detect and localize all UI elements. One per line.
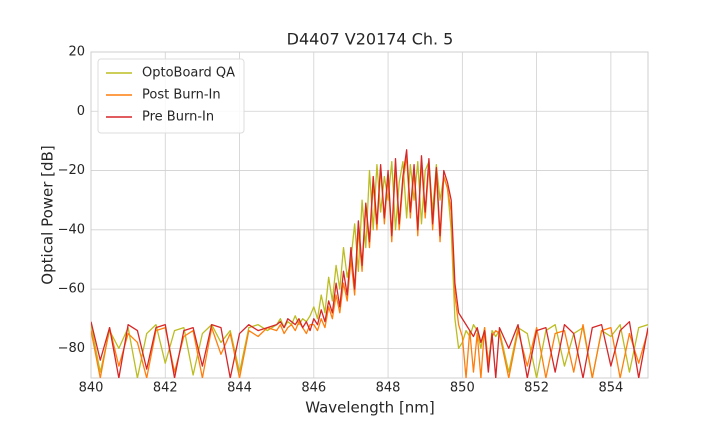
plot-area: [91, 149, 648, 378]
y-tick-label: −60: [58, 282, 85, 297]
y-tick-label: 0: [77, 104, 85, 119]
y-tick-label: 20: [68, 45, 85, 60]
x-axis-label: Wavelength [nm]: [305, 399, 435, 417]
series-line: [91, 149, 648, 378]
x-tick-label: 850: [450, 381, 475, 396]
x-tick-label: 842: [153, 381, 178, 396]
series-line: [91, 155, 648, 378]
legend-label: Post Burn-In: [142, 88, 221, 103]
y-tick-label: −80: [58, 341, 85, 356]
y-axis-label: Optical Power [dB]: [39, 145, 57, 284]
plot-frame: [90, 51, 649, 379]
legend-label: OptoBoard QA: [142, 66, 235, 81]
x-tick-label: 854: [598, 381, 623, 396]
x-tick-label: 846: [301, 381, 326, 396]
legend-box: [97, 58, 245, 134]
x-tick-label: 844: [227, 381, 252, 396]
chart-title: D4407 V20174 Ch. 5: [287, 30, 454, 49]
x-tick-label: 848: [376, 381, 401, 396]
legend-label: Pre Burn-In: [142, 110, 214, 125]
x-tick-label: 840: [79, 381, 104, 396]
y-tick-label: −40: [58, 222, 85, 237]
y-tick-label: −20: [58, 163, 85, 178]
series-line: [91, 161, 648, 378]
x-tick-label: 852: [524, 381, 549, 396]
